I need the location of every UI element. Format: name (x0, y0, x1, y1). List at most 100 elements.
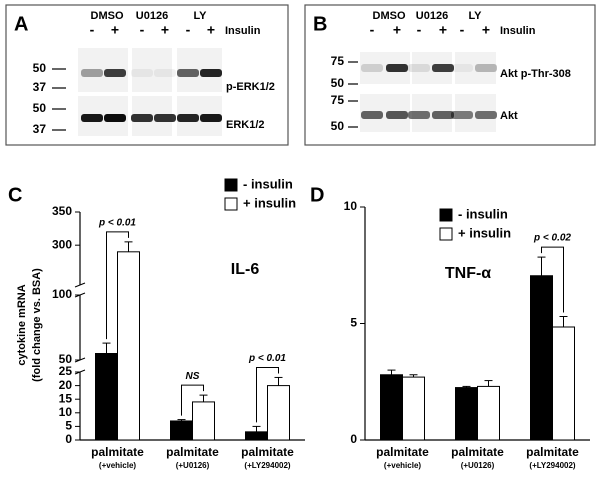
blot-band (386, 64, 408, 72)
panel-letter: A (14, 13, 28, 35)
band-label: Akt (500, 110, 518, 122)
blot-band (200, 69, 222, 77)
band-label: Akt p-Thr-308 (500, 68, 571, 80)
blot-band (200, 114, 222, 122)
significance-label: NS (186, 371, 200, 382)
mw-marker: 50 (33, 61, 47, 75)
lane-label: + (393, 22, 401, 38)
blot-band (104, 114, 126, 122)
legend-label: - insulin (243, 176, 293, 191)
lane-group-label: U0126 (136, 10, 168, 22)
blot-band (104, 69, 126, 77)
lane-label: - (370, 22, 375, 38)
y-tick-label: 300 (52, 237, 72, 251)
y-tick-label: 0 (350, 432, 357, 446)
mw-marker: 37 (33, 122, 47, 136)
blot-band (451, 111, 473, 119)
blot-band (408, 64, 430, 72)
lane-label: - (140, 22, 145, 38)
x-tick-note: (+vehicle) (99, 461, 136, 470)
blot-band (81, 69, 103, 77)
blot-band (451, 64, 473, 72)
blot-band (131, 114, 153, 122)
y-tick-label: 25 (59, 364, 73, 378)
y-tick-label: 10 (344, 199, 358, 213)
x-tick-note: (+U0126) (461, 461, 495, 470)
blot-band (131, 69, 153, 77)
mw-marker: 75 (331, 93, 345, 107)
legend-swatch (439, 208, 453, 222)
lane-label: - (460, 22, 465, 38)
lane-label: + (161, 22, 169, 38)
bar (267, 385, 290, 441)
mw-marker: 50 (331, 119, 345, 133)
treatment-label: Insulin (500, 25, 536, 37)
bar (402, 376, 425, 441)
mw-marker: 50 (331, 76, 345, 90)
lane-label: + (482, 22, 490, 38)
lane-group-label: LY (193, 10, 207, 22)
axis-break (74, 282, 86, 288)
blot-band (432, 111, 454, 119)
panel-letter: C (8, 184, 22, 206)
panel-letter: D (310, 184, 324, 206)
lane-group-label: U0126 (416, 10, 448, 22)
y-axis-label: (fold change vs. BSA) (31, 268, 43, 382)
x-tick-label: palmitate (526, 445, 579, 459)
blot-band (81, 114, 103, 122)
treatment-label: Insulin (225, 25, 261, 37)
band-label: ERK1/2 (226, 119, 265, 131)
blot-band (386, 111, 408, 119)
y-tick-label: 5 (65, 419, 72, 433)
blot-band (154, 69, 176, 77)
significance-bracket (541, 246, 564, 313)
bar (95, 353, 118, 441)
legend-swatch (439, 227, 453, 241)
lane-group-label: LY (468, 10, 482, 22)
legend-swatch (224, 178, 238, 192)
y-tick-label: 15 (59, 391, 73, 405)
lane-label: - (186, 22, 191, 38)
lane-label: + (439, 22, 447, 38)
mw-marker: 75 (331, 54, 345, 68)
bar (530, 275, 553, 441)
lane-label: - (417, 22, 422, 38)
mw-marker: 37 (33, 80, 47, 94)
x-tick-note: (+U0126) (176, 461, 210, 470)
legend-label: + insulin (458, 225, 511, 240)
blot-band (408, 111, 430, 119)
chart-title: IL-6 (231, 261, 260, 278)
bar (477, 385, 500, 441)
significance-bracket (256, 366, 279, 423)
lane-group-label: DMSO (91, 10, 124, 22)
legend-swatch (224, 197, 238, 211)
bar (192, 401, 215, 441)
x-tick-note: (+LY294002) (529, 461, 576, 470)
blot-band (432, 64, 454, 72)
y-tick-label: 350 (52, 204, 72, 218)
bar (552, 326, 575, 441)
significance-label: p < 0.01 (248, 353, 286, 364)
panel-letter: B (313, 13, 327, 35)
blot-band (475, 111, 497, 119)
blot-band (361, 64, 383, 72)
significance-label: p < 0.01 (98, 218, 136, 229)
bar (245, 431, 268, 441)
y-tick-label: 0 (65, 432, 72, 446)
blot-strip (455, 52, 496, 84)
blot-band (154, 114, 176, 122)
panel-frame (304, 4, 596, 146)
lane-label: - (90, 22, 95, 38)
significance-bracket (181, 384, 204, 416)
bar (380, 374, 403, 441)
significance-bracket (106, 231, 129, 340)
blot-band (177, 114, 199, 122)
y-axis-label: cytokine mRNA (16, 284, 28, 365)
x-tick-label: palmitate (91, 445, 144, 459)
blot-band (475, 64, 497, 72)
bar (170, 420, 193, 441)
blot-band (361, 111, 383, 119)
lane-label: + (111, 22, 119, 38)
